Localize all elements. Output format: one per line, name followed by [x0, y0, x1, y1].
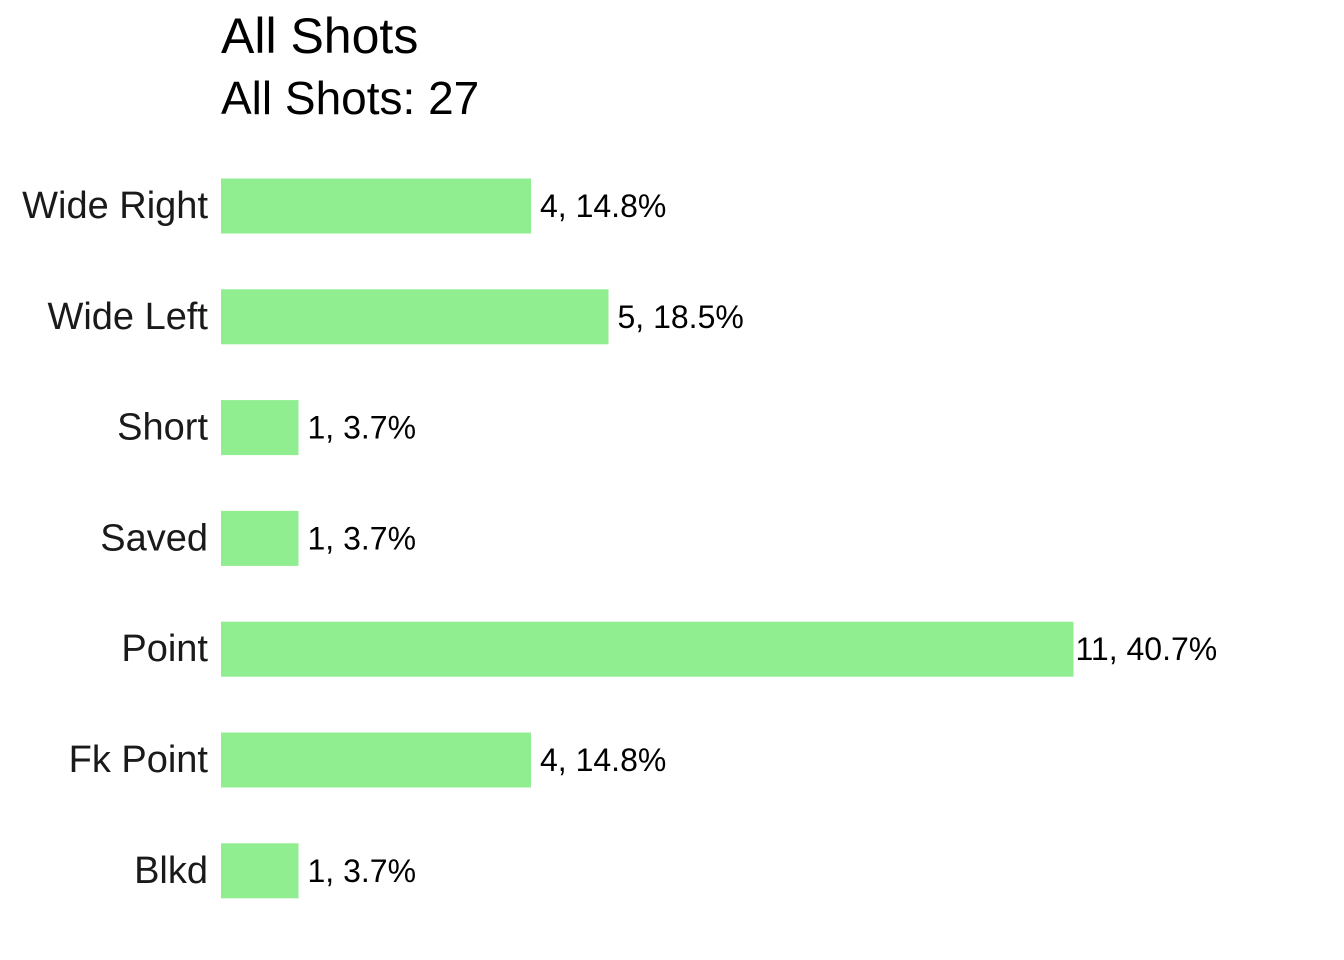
data-label: 1, 3.7%: [308, 520, 417, 556]
bar: [221, 621, 1074, 677]
bar: [221, 400, 299, 456]
bar: [221, 843, 299, 899]
data-label: 4, 14.8%: [540, 742, 666, 778]
category-label: Short: [117, 407, 208, 449]
bar: [221, 510, 299, 566]
category-label: Blkd: [134, 850, 208, 892]
bar: [221, 732, 531, 788]
data-label: 5, 18.5%: [618, 299, 744, 335]
chart-subtitle: All Shots: 27: [221, 72, 480, 124]
chart-title: All Shots: [221, 8, 419, 64]
category-label: Point: [121, 628, 208, 670]
category-label: Wide Left: [47, 296, 208, 338]
data-label: 4, 14.8%: [540, 188, 666, 224]
data-label: 1, 3.7%: [308, 410, 417, 446]
bar: [221, 289, 609, 345]
bar: [221, 178, 531, 234]
category-label: Wide Right: [22, 185, 208, 227]
category-label: Fk Point: [69, 739, 209, 781]
category-label: Saved: [100, 517, 208, 559]
data-label: 1, 3.7%: [308, 853, 417, 889]
data-label: 11, 40.7%: [1076, 631, 1218, 667]
